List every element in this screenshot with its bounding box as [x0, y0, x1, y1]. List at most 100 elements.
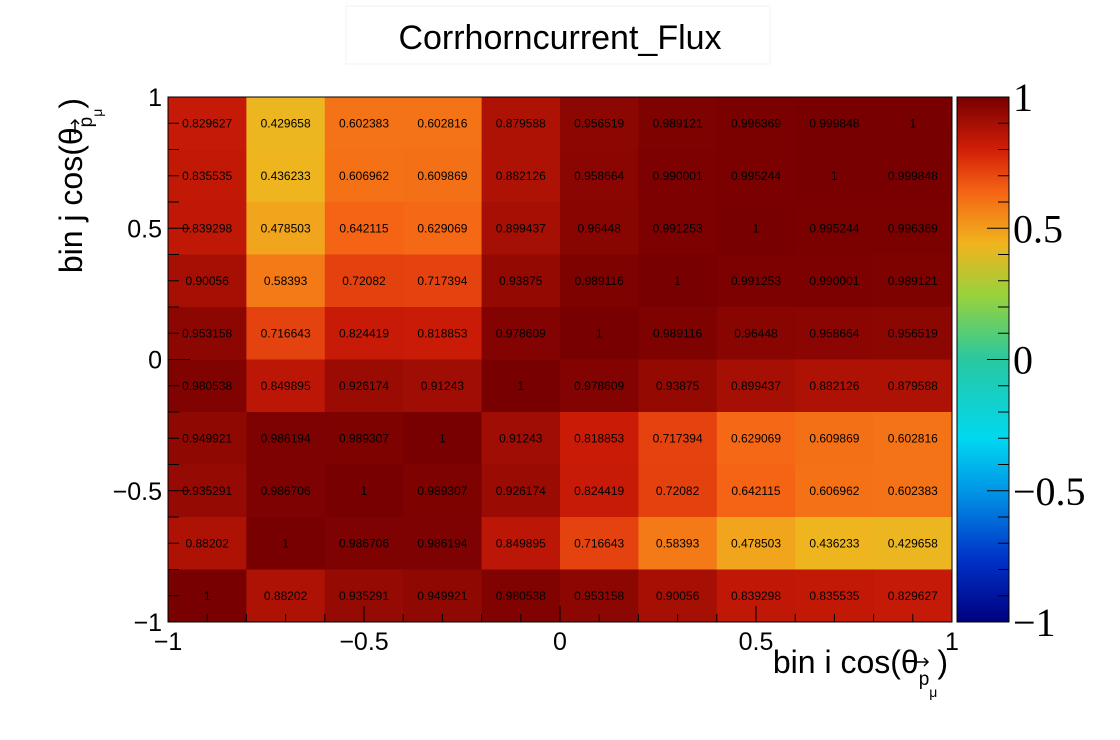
x-axis-ticks: −1 −0.5 0 0.5 1: [154, 606, 959, 656]
heatmap-cell: [246, 254, 326, 308]
heatmap-cell: [716, 464, 796, 518]
heatmap-cell: [873, 464, 953, 518]
heatmap-cell-label: 0.849895: [496, 536, 546, 550]
x-axis-label-suffix: ): [937, 644, 948, 680]
heatmap-cell: [324, 97, 404, 150]
heatmap-cell-label: 0.978609: [574, 379, 624, 393]
palette-tick-label: 1: [1013, 75, 1033, 120]
heatmap-cell: [638, 569, 718, 623]
heatmap-cell-label: 0.642115: [731, 484, 780, 498]
heatmap-cell: [795, 97, 875, 150]
y-axis-label: bin j cos(θpμ): [53, 98, 105, 273]
heatmap-cell-label: 0.996369: [731, 116, 781, 130]
heatmap-cell: [403, 149, 483, 203]
heatmap-cell: [560, 254, 639, 308]
heatmap-cell: [481, 517, 561, 570]
heatmap-cell-label: 0.602816: [888, 431, 938, 445]
heatmap-cell: [324, 517, 404, 570]
heatmap-cell: [638, 412, 718, 465]
heatmap-cell: [873, 202, 953, 255]
y-axis-label-suffix: ): [53, 98, 89, 109]
y-axis-tick-label: 1: [148, 84, 162, 112]
x-axis-tick-label: 0.5: [739, 628, 774, 656]
heatmap-cell: [403, 517, 483, 570]
palette-tick-label: 0.5: [1013, 206, 1063, 251]
heatmap-cell-label: 0.958664: [809, 326, 859, 340]
heatmap-cell: [560, 412, 639, 465]
heatmap-cell: [795, 307, 875, 360]
heatmap-cell-label: 0.953158: [574, 589, 624, 603]
heatmap-cell-label: 0.829627: [888, 589, 938, 603]
x-axis-tick-label: −0.5: [339, 628, 388, 656]
heatmap-cell-label: 0.989307: [417, 484, 467, 498]
heatmap-cell: [481, 202, 561, 255]
heatmap-cell-label: 1: [753, 221, 760, 235]
heatmap-cell: [638, 464, 718, 518]
heatmap-cell-labels: 0.829627 0.429658 0.602383 0.602816 0.879588…: [182, 116, 938, 603]
heatmap-cell: [168, 359, 247, 413]
heatmap-cell-label: 0.986194: [261, 431, 311, 445]
heatmap-cell: [246, 464, 326, 518]
heatmap-cell-label: 1: [674, 274, 681, 288]
heatmap-cell-label: 0.58393: [656, 536, 700, 550]
heatmap-cell-label: 0.436233: [261, 169, 311, 183]
y-axis-tick-label: 0.5: [127, 215, 162, 243]
heatmap-cell: [481, 254, 561, 308]
heatmap-cell: [481, 149, 561, 203]
heatmap-cell: [795, 412, 875, 465]
heatmap-cell-label: 0.879588: [888, 379, 938, 393]
heatmap-cell-label: 0.58393: [264, 274, 308, 288]
heatmap-cell: [716, 149, 796, 203]
heatmap-cell-label: 0.829627: [182, 116, 232, 130]
heatmap-cell-label: 0.835535: [809, 589, 859, 603]
heatmap-cell-label: 1: [204, 589, 211, 603]
heatmap-cell: [481, 359, 561, 413]
x-axis-tick-label: −1: [154, 628, 183, 656]
heatmap-cell-label: 0.991253: [653, 221, 703, 235]
heatmap-cell: [716, 97, 796, 150]
heatmap-cell: [246, 202, 326, 255]
heatmap-cell: [403, 412, 483, 465]
heatmap-cell: [481, 307, 561, 360]
heatmap-cell-label: 0.716643: [574, 536, 624, 550]
heatmap-cell-label: 0.989116: [653, 326, 702, 340]
heatmap-cell: [638, 149, 718, 203]
heatmap-cell-label: 0.899437: [496, 221, 546, 235]
heatmap-cell-label: 1: [596, 326, 603, 340]
x-axis-label-prefix: bin i cos(θ: [773, 644, 919, 680]
heatmap-cell-label: 0.879588: [496, 116, 546, 130]
heatmap-cell: [716, 412, 796, 465]
heatmap-cell-label: 0.96448: [578, 221, 622, 235]
heatmap-cell: [716, 517, 796, 570]
heatmap-cell: [638, 517, 718, 570]
heatmap-cell: [168, 307, 247, 360]
heatmap-cell-label: 0.478503: [731, 536, 781, 550]
heatmap-cell: [873, 359, 953, 413]
heatmap-cell-label: 0.629069: [417, 221, 467, 235]
heatmap-cell: [560, 307, 639, 360]
heatmap-cell: [168, 517, 247, 570]
heatmap-cell: [168, 149, 247, 203]
x-axis-label-subsubscript: μ: [929, 684, 937, 700]
heatmap-cell-label: 0.949921: [182, 431, 232, 445]
heatmap-cell: [873, 569, 953, 623]
heatmap-cell-label: 0.609869: [809, 431, 859, 445]
heatmap-cell: [560, 202, 639, 255]
heatmap-cell-label: 0.986706: [261, 484, 311, 498]
heatmap-cell: [481, 569, 561, 623]
heatmap-cell: [560, 569, 639, 623]
heatmap-cell-label: 0.956519: [574, 116, 624, 130]
y-axis-label-subsubscript: μ: [89, 109, 105, 117]
heatmap-cell-label: 0.849895: [261, 379, 311, 393]
heatmap-cell-label: 0.93875: [656, 379, 700, 393]
heatmap-cell-label: 0.996369: [888, 221, 938, 235]
y-axis-label-subscript: p: [76, 117, 97, 128]
heatmap-cell: [716, 254, 796, 308]
heatmap-cell-label: 0.818853: [417, 326, 467, 340]
heatmap-cell: [873, 307, 953, 360]
heatmap-cell-label: 0.717394: [653, 431, 703, 445]
heatmap-cell: [403, 307, 483, 360]
heatmap-cell: [716, 359, 796, 413]
heatmap-cell: [873, 412, 953, 465]
palette-tick-label: 0: [1013, 338, 1033, 383]
